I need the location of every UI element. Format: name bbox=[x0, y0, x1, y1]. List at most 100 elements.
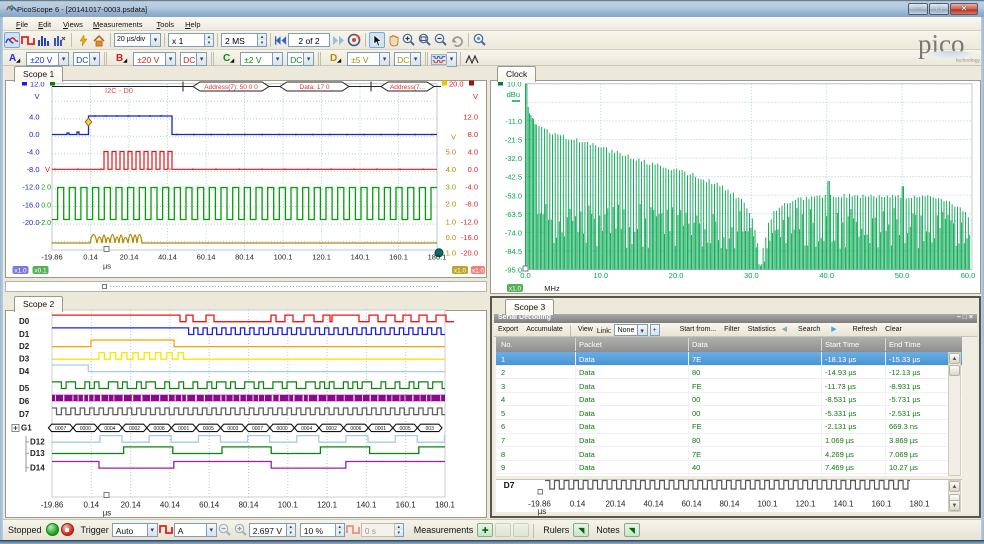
svg-text:-74.0: -74.0 bbox=[505, 229, 522, 238]
svg-text:0001: 0001 bbox=[178, 426, 189, 432]
svg-text:12.0: 12.0 bbox=[30, 79, 45, 88]
svg-text:-84.5: -84.5 bbox=[505, 247, 522, 256]
svg-text:0005: 0005 bbox=[400, 426, 411, 432]
svg-text:0007: 0007 bbox=[55, 426, 66, 432]
svg-text:0008: 0008 bbox=[154, 426, 165, 432]
svg-text:0006: 0006 bbox=[350, 426, 361, 432]
svg-text:20.0: 20.0 bbox=[449, 79, 464, 88]
svg-text:180.1: 180.1 bbox=[909, 500, 930, 509]
svg-text:-19.86: -19.86 bbox=[41, 501, 64, 510]
svg-text:V: V bbox=[45, 165, 50, 174]
svg-text:D1: D1 bbox=[19, 330, 30, 339]
svg-text:0004: 0004 bbox=[301, 426, 312, 432]
svg-text:120.1: 120.1 bbox=[317, 501, 338, 510]
svg-text:0.14: 0.14 bbox=[570, 500, 586, 509]
svg-text:Data: 17 0: Data: 17 0 bbox=[300, 84, 330, 91]
svg-text:D4: D4 bbox=[19, 367, 30, 376]
svg-text:4.0: 4.0 bbox=[468, 148, 478, 157]
svg-text:10.0: 10.0 bbox=[593, 271, 608, 280]
svg-text:120.1: 120.1 bbox=[312, 253, 331, 262]
svg-text:80.14: 80.14 bbox=[238, 501, 259, 510]
svg-text:30.0: 30.0 bbox=[744, 271, 759, 280]
svg-text:-11.0: -11.0 bbox=[505, 117, 522, 126]
svg-text:100.1: 100.1 bbox=[278, 501, 299, 510]
svg-text:D13: D13 bbox=[30, 449, 45, 458]
svg-text:60.14: 60.14 bbox=[197, 253, 216, 262]
svg-text:-95.0: -95.0 bbox=[505, 266, 522, 275]
svg-text:2.0: 2.0 bbox=[446, 200, 456, 209]
svg-text:3.0: 3.0 bbox=[446, 183, 456, 192]
svg-text:-19.86: -19.86 bbox=[528, 500, 551, 509]
svg-text:-4.0: -4.0 bbox=[465, 183, 478, 192]
svg-text:100.1: 100.1 bbox=[274, 253, 293, 262]
svg-text:0.0: 0.0 bbox=[41, 202, 51, 209]
svg-text:V: V bbox=[473, 92, 478, 101]
svg-text:0.0: 0.0 bbox=[446, 233, 456, 242]
svg-text:D12: D12 bbox=[30, 438, 45, 447]
svg-text:D14: D14 bbox=[30, 464, 45, 473]
svg-text:8.0: 8.0 bbox=[468, 130, 478, 139]
svg-text:180.1: 180.1 bbox=[435, 501, 456, 510]
svg-text:40.0: 40.0 bbox=[819, 271, 834, 280]
svg-text:0000: 0000 bbox=[80, 426, 91, 432]
svg-text:Address(7): 50 0 0: Address(7): 50 0 0 bbox=[204, 84, 258, 91]
svg-text:µs: µs bbox=[103, 262, 111, 271]
svg-text:40.14: 40.14 bbox=[643, 500, 664, 509]
svg-text:-8.0: -8.0 bbox=[27, 165, 40, 174]
svg-text:20.14: 20.14 bbox=[120, 253, 139, 262]
svg-text:D0: D0 bbox=[19, 317, 30, 326]
svg-text:0003: 0003 bbox=[227, 426, 238, 432]
svg-text:140.1: 140.1 bbox=[833, 500, 854, 509]
svg-text:V: V bbox=[451, 133, 456, 142]
svg-text:120.1: 120.1 bbox=[795, 500, 816, 509]
svg-text:4.0: 4.0 bbox=[446, 165, 456, 174]
svg-text:MHz: MHz bbox=[544, 284, 560, 293]
svg-text:0.14: 0.14 bbox=[84, 501, 100, 510]
svg-text:80.14: 80.14 bbox=[719, 500, 740, 509]
svg-text:-12.0: -12.0 bbox=[461, 217, 478, 226]
svg-text:0.14: 0.14 bbox=[83, 253, 98, 262]
svg-text:40.14: 40.14 bbox=[158, 253, 177, 262]
svg-text:20.14: 20.14 bbox=[605, 500, 626, 509]
svg-text:50.0: 50.0 bbox=[895, 271, 910, 280]
svg-text:0007: 0007 bbox=[252, 426, 263, 432]
svg-text:-16.0: -16.0 bbox=[461, 233, 478, 242]
svg-text:20.14: 20.14 bbox=[121, 501, 142, 510]
svg-text:4.0: 4.0 bbox=[29, 113, 39, 122]
svg-text:60.0: 60.0 bbox=[961, 271, 976, 280]
svg-text:60.14: 60.14 bbox=[199, 501, 220, 510]
svg-text:D6: D6 bbox=[19, 397, 30, 406]
svg-text:60.14: 60.14 bbox=[681, 500, 702, 509]
svg-text:1.0: 1.0 bbox=[446, 217, 456, 226]
svg-text:80.14: 80.14 bbox=[235, 253, 254, 262]
svg-text:G1: G1 bbox=[21, 423, 32, 432]
svg-text:-21.5: -21.5 bbox=[505, 136, 522, 145]
svg-text:x1.0: x1.0 bbox=[454, 267, 467, 274]
svg-text:140.1: 140.1 bbox=[356, 501, 377, 510]
svg-text:-53.0: -53.0 bbox=[505, 191, 522, 200]
svg-text:x1.0: x1.0 bbox=[472, 267, 485, 274]
svg-text:dBu: dBu bbox=[507, 90, 520, 99]
svg-text:I2C - D0: I2C - D0 bbox=[105, 86, 133, 95]
svg-text:x1.0: x1.0 bbox=[509, 285, 522, 292]
svg-text:10.0: 10.0 bbox=[507, 79, 522, 88]
svg-text:-16.0: -16.0 bbox=[22, 200, 39, 209]
svg-text:140.1: 140.1 bbox=[351, 253, 370, 262]
svg-text:µs: µs bbox=[103, 509, 112, 518]
svg-text:0000: 0000 bbox=[277, 426, 288, 432]
svg-text:5.0: 5.0 bbox=[446, 148, 456, 157]
svg-text:-63.5: -63.5 bbox=[505, 210, 522, 219]
svg-text:-20.0: -20.0 bbox=[461, 249, 478, 258]
svg-text:0004: 0004 bbox=[104, 426, 115, 432]
svg-text:-2.0: -2.0 bbox=[39, 220, 51, 227]
svg-text:V: V bbox=[34, 92, 39, 101]
svg-text:D3: D3 bbox=[19, 355, 30, 364]
svg-text:20.0: 20.0 bbox=[669, 271, 684, 280]
svg-text:100.1: 100.1 bbox=[757, 500, 778, 509]
svg-text:0002: 0002 bbox=[326, 426, 337, 432]
svg-text:1.0: 1.0 bbox=[446, 249, 456, 258]
svg-text:-20.0: -20.0 bbox=[22, 218, 39, 227]
svg-text:160.1: 160.1 bbox=[871, 500, 892, 509]
svg-text:-8.0: -8.0 bbox=[465, 200, 478, 209]
svg-text:0002: 0002 bbox=[129, 426, 140, 432]
